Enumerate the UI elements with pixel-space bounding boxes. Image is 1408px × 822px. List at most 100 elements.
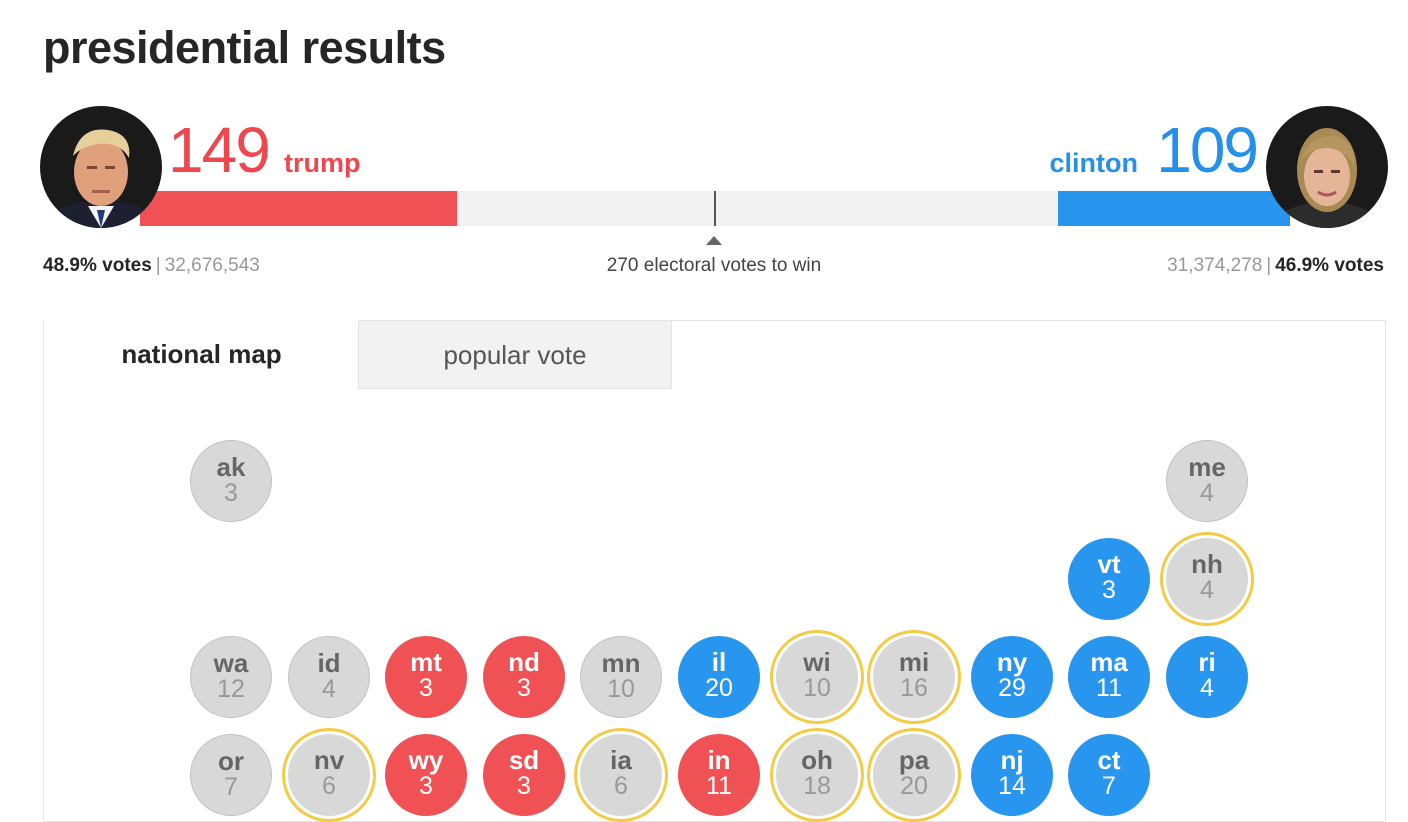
state-abbr: il: [711, 647, 727, 677]
state-wy[interactable]: wy 3: [385, 734, 467, 816]
state-abbr: ny: [996, 647, 1028, 677]
state-ny[interactable]: ny 29: [971, 636, 1053, 718]
trump-portrait-icon: [40, 106, 162, 228]
state-ak[interactable]: ak 3: [190, 440, 272, 522]
state-abbr: ct: [1097, 745, 1121, 775]
state-abbr: wa: [213, 648, 249, 678]
state-electoral-votes: 29: [998, 674, 1026, 702]
trump-avatar: [40, 106, 162, 228]
state-electoral-votes: 11: [706, 772, 732, 800]
state-oh[interactable]: oh 18: [776, 734, 858, 816]
state-abbr: sd: [508, 745, 540, 775]
state-nj[interactable]: nj 14: [971, 734, 1053, 816]
state-abbr: vt: [1097, 549, 1121, 579]
clinton-name-label: clinton: [1049, 148, 1139, 178]
state-electoral-votes: 7: [224, 773, 238, 801]
state-abbr: oh: [801, 745, 833, 775]
state-mt[interactable]: mt 3: [385, 636, 467, 718]
state-electoral-votes: 20: [705, 674, 733, 702]
clinton-vote-raw: 31,374,278: [1167, 255, 1263, 276]
state-mi[interactable]: mi 16: [873, 636, 955, 718]
state-electoral-votes: 3: [517, 772, 531, 800]
win-threshold-line: [714, 191, 716, 226]
state-mn[interactable]: mn 10: [580, 636, 662, 718]
clinton-portrait-icon: [1266, 106, 1388, 228]
state-electoral-votes: 4: [1200, 479, 1214, 507]
state-electoral-votes: 10: [803, 674, 831, 702]
state-vt[interactable]: vt 3: [1068, 538, 1150, 620]
state-electoral-votes: 4: [1200, 674, 1214, 702]
state-abbr: nd: [508, 647, 540, 677]
tab-popular-vote[interactable]: popular vote: [358, 320, 672, 389]
state-electoral-votes: 4: [322, 675, 336, 703]
state-electoral-votes: 12: [217, 675, 245, 703]
state-electoral-votes: 6: [322, 772, 336, 800]
trump-vote-pct: 48.9% votes: [43, 255, 152, 276]
state-ct[interactable]: ct 7: [1068, 734, 1150, 816]
state-ia[interactable]: ia 6: [580, 734, 662, 816]
win-threshold-triangle-icon: [706, 236, 722, 245]
state-electoral-votes: 18: [803, 772, 831, 800]
trump-vote-raw: 32,676,543: [164, 255, 260, 276]
vote-separator: |: [1266, 255, 1272, 276]
state-electoral-votes: 3: [419, 772, 433, 800]
state-ri[interactable]: ri 4: [1166, 636, 1248, 718]
clinton-bar-fill: [1058, 191, 1290, 226]
state-wa[interactable]: wa 12: [190, 636, 272, 718]
state-electoral-votes: 20: [900, 772, 928, 800]
state-abbr: ia: [610, 745, 632, 775]
state-nh[interactable]: nh 4: [1166, 538, 1248, 620]
state-nv[interactable]: nv 6: [288, 734, 370, 816]
state-abbr: nj: [1000, 745, 1024, 775]
trump-bar-fill: [140, 191, 457, 226]
state-abbr: id: [317, 648, 341, 678]
state-abbr: mt: [410, 647, 442, 677]
state-ma[interactable]: ma 11: [1068, 636, 1150, 718]
state-electoral-votes: 7: [1102, 772, 1116, 800]
state-electoral-votes: 16: [900, 674, 928, 702]
state-electoral-votes: 6: [614, 772, 628, 800]
state-abbr: ak: [216, 452, 246, 482]
state-nd[interactable]: nd 3: [483, 636, 565, 718]
state-sd[interactable]: sd 3: [483, 734, 565, 816]
state-abbr: ri: [1198, 647, 1216, 677]
state-electoral-votes: 11: [1096, 674, 1122, 702]
clinton-vote-pct: 46.9% votes: [1275, 255, 1384, 276]
state-pa[interactable]: pa 20: [873, 734, 955, 816]
state-electoral-votes: 10: [607, 675, 635, 703]
trump-name-label: trump: [284, 148, 361, 178]
clinton-popular-votes: 31,374,278 | 46.9% votes: [1167, 255, 1384, 277]
state-abbr: nv: [313, 745, 345, 775]
state-abbr: wi: [803, 647, 831, 677]
state-electoral-votes: 14: [998, 772, 1026, 800]
trump-electoral-count: 149: [168, 114, 271, 186]
state-abbr: or: [218, 746, 244, 776]
page-title: presidential results: [43, 22, 446, 73]
state-in[interactable]: in 11: [678, 734, 760, 816]
state-electoral-votes: 3: [224, 479, 238, 507]
electoral-progress-bar: [140, 191, 1290, 226]
state-electoral-votes: 4: [1200, 576, 1214, 604]
vote-separator: |: [155, 255, 161, 276]
state-abbr: me: [1188, 452, 1226, 482]
state-electoral-votes: 3: [419, 674, 433, 702]
trump-popular-votes: 48.9% votes | 32,676,543: [43, 255, 260, 277]
win-threshold-label: 270 electoral votes to win: [606, 255, 822, 276]
state-abbr: pa: [898, 745, 930, 775]
tab-national-map[interactable]: national map: [44, 320, 359, 389]
state-wi[interactable]: wi 10: [776, 636, 858, 718]
state-or[interactable]: or 7: [190, 734, 272, 816]
state-abbr: mn: [601, 648, 641, 678]
state-abbr: nh: [1191, 549, 1223, 579]
clinton-avatar: [1266, 106, 1388, 228]
state-electoral-votes: 3: [517, 674, 531, 702]
clinton-electoral-count: 109: [1156, 114, 1259, 186]
state-abbr: in: [707, 745, 731, 775]
state-abbr: wy: [408, 745, 444, 775]
state-me[interactable]: me 4: [1166, 440, 1248, 522]
state-id[interactable]: id 4: [288, 636, 370, 718]
state-abbr: mi: [898, 647, 930, 677]
state-il[interactable]: il 20: [678, 636, 760, 718]
state-electoral-votes: 3: [1102, 576, 1116, 604]
state-abbr: ma: [1090, 647, 1128, 677]
